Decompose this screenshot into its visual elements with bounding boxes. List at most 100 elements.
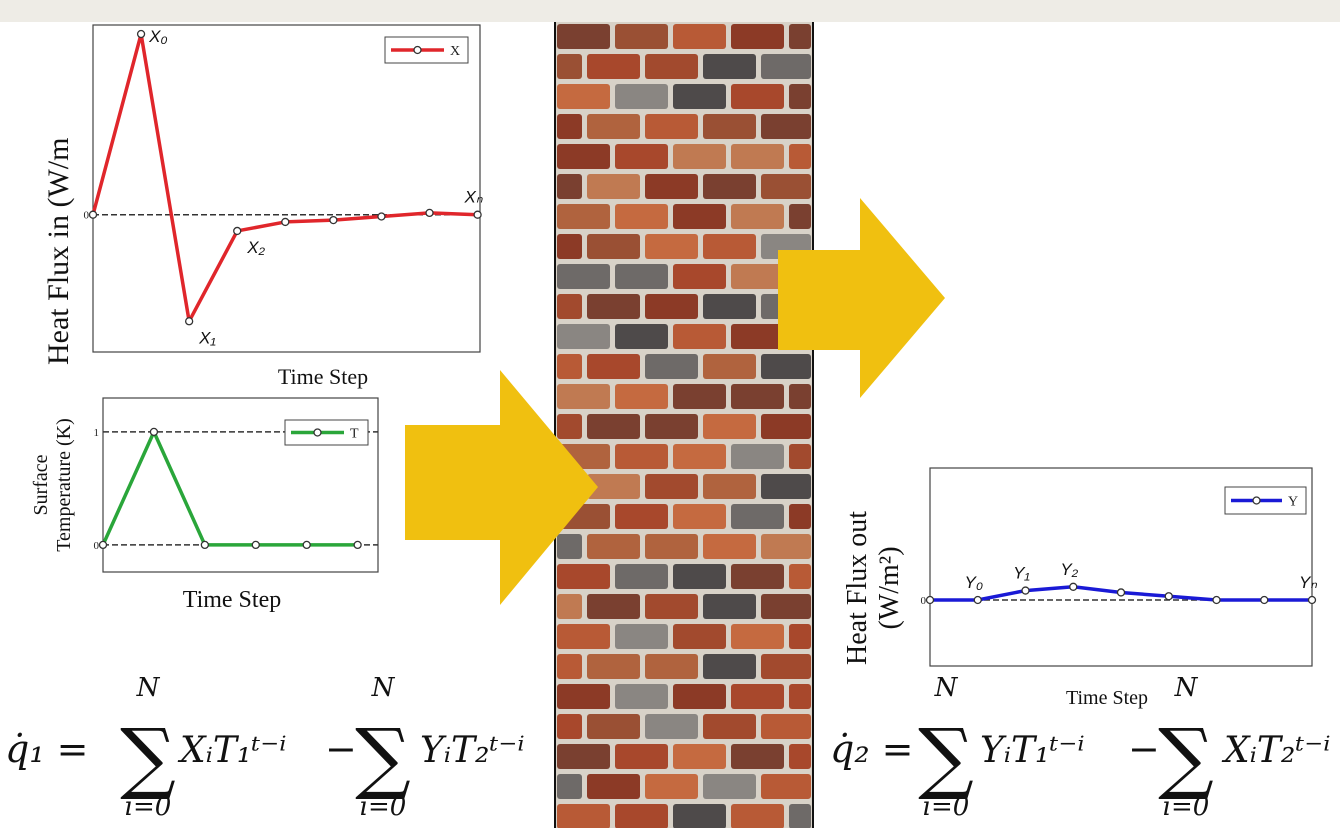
brick: [673, 504, 726, 529]
x-axis-label: Time Step: [183, 587, 281, 613]
brick: [789, 504, 811, 529]
point-marker: [1261, 597, 1268, 604]
brick: [731, 84, 784, 109]
brick: [673, 444, 726, 469]
brick: [761, 594, 811, 619]
sum-upper: N: [371, 673, 396, 703]
brick: [557, 174, 582, 199]
brick: [789, 804, 811, 828]
brick: [761, 54, 811, 79]
brick: [615, 444, 668, 469]
brick: [673, 564, 726, 589]
equation-lhs: q̇₂ =: [830, 727, 913, 771]
brick: [587, 534, 640, 559]
brick: [645, 414, 698, 439]
sum-upper: N: [1174, 673, 1199, 703]
legend-marker: [1253, 497, 1260, 504]
brick: [615, 204, 668, 229]
point-label: Y₂: [1060, 560, 1078, 579]
brick: [557, 204, 610, 229]
brick: [703, 534, 756, 559]
point-marker: [303, 541, 310, 548]
brick: [645, 114, 698, 139]
brick: [731, 24, 784, 49]
brick: [615, 384, 668, 409]
brick: [587, 174, 640, 199]
brick: [557, 114, 582, 139]
brick: [731, 144, 784, 169]
brick: [615, 504, 668, 529]
point-marker: [1022, 587, 1029, 594]
brick: [615, 324, 668, 349]
brick: [703, 294, 756, 319]
brick: [761, 474, 811, 499]
brick: [587, 774, 640, 799]
point-marker: [150, 428, 157, 435]
brick: [645, 474, 698, 499]
brick: [615, 684, 668, 709]
point-marker: [1118, 589, 1125, 596]
brick: [615, 624, 668, 649]
brick: [557, 744, 610, 769]
point-marker: [138, 31, 145, 38]
point-marker: [426, 209, 433, 216]
diagram: 0X₀X₁X₂XₙXHeat Flux in (W/mTime Step01TS…: [0, 0, 1340, 828]
sum-symbol: ∑: [120, 713, 176, 803]
brick: [587, 714, 640, 739]
brick: [557, 804, 610, 828]
point-label: Yₙ: [1299, 573, 1317, 592]
brick: [587, 654, 640, 679]
brick: [645, 54, 698, 79]
point-marker: [90, 211, 97, 218]
brick: [673, 204, 726, 229]
brick: [731, 564, 784, 589]
equation-term: YᵢT₁ᵗ⁻ⁱ: [980, 730, 1085, 771]
brick: [703, 54, 756, 79]
equation-lhs: q̇₁ =: [5, 727, 88, 771]
brick: [557, 294, 582, 319]
brick: [557, 774, 582, 799]
brick: [731, 384, 784, 409]
brick: [673, 84, 726, 109]
brick: [557, 654, 582, 679]
brick: [789, 684, 811, 709]
equation-minus: −: [1128, 727, 1160, 771]
brick: [587, 594, 640, 619]
point-marker: [330, 217, 337, 224]
point-label: X₁: [198, 328, 216, 347]
brick: [587, 54, 640, 79]
brick: [673, 384, 726, 409]
brick: [703, 594, 756, 619]
point-label: Y₁: [1013, 564, 1030, 583]
point-label: X₀: [148, 27, 168, 46]
brick: [587, 234, 640, 259]
brick: [761, 714, 811, 739]
x-axis-label: Time Step: [1066, 687, 1148, 709]
brick: [587, 294, 640, 319]
brick: [761, 654, 811, 679]
brick: [557, 84, 610, 109]
y-tick-label: 0: [84, 210, 90, 222]
y-axis-label: Heat Flux out: [842, 511, 873, 665]
brick: [557, 714, 582, 739]
brick: [731, 804, 784, 828]
y-axis-label: (W/m²): [874, 546, 905, 629]
brick: [587, 414, 640, 439]
point-marker: [282, 218, 289, 225]
plot-frame: [93, 25, 480, 352]
brick: [703, 414, 756, 439]
brick: [615, 144, 668, 169]
point-marker: [201, 541, 208, 548]
brick: [557, 684, 610, 709]
sum-upper: N: [136, 673, 161, 703]
brick: [673, 804, 726, 828]
brick: [731, 624, 784, 649]
brick: [587, 354, 640, 379]
point-marker: [474, 211, 481, 218]
brick: [645, 594, 698, 619]
brick: [673, 324, 726, 349]
equation-minus: −: [325, 727, 357, 771]
sum-upper: N: [934, 673, 959, 703]
brick: [731, 684, 784, 709]
brick: [557, 384, 610, 409]
